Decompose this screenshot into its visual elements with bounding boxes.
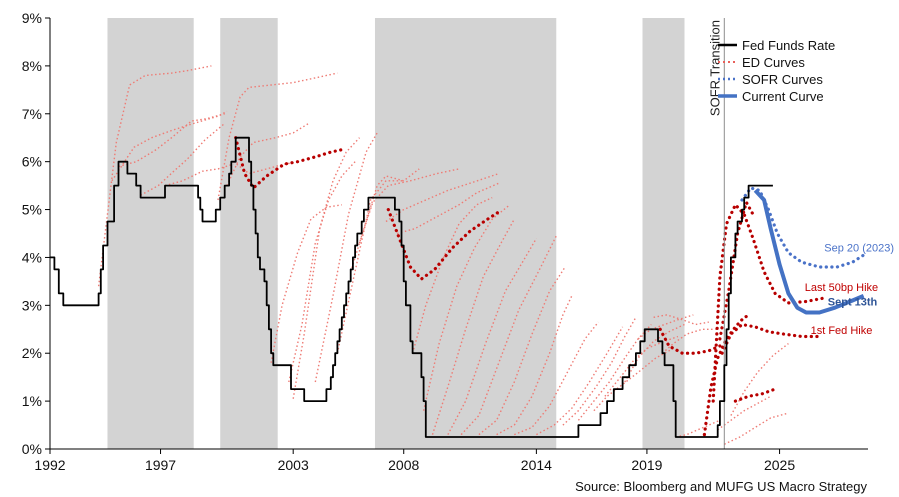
y-tick-label: 0% bbox=[22, 441, 42, 457]
legend: Fed Funds Rate ED Curves SOFR Curves Cur… bbox=[718, 38, 835, 104]
ed-curves bbox=[97, 65, 789, 445]
series-highlight-3 bbox=[658, 327, 722, 355]
current-curve bbox=[753, 189, 865, 315]
y-tick-label: 3% bbox=[22, 297, 42, 313]
series-sofr-1 bbox=[740, 186, 866, 269]
y-tick-label: 6% bbox=[22, 154, 42, 170]
sofr-curves bbox=[740, 186, 866, 269]
series-ed-11 bbox=[292, 137, 361, 399]
annotations: Sep 20 (2023) Last 50bp Hike Sept 13th 1st … bbox=[805, 243, 894, 337]
series-highlight-5 bbox=[720, 322, 821, 355]
y-tick-label: 5% bbox=[22, 202, 42, 218]
annotation-1: Sep 20 (2023) bbox=[824, 243, 894, 255]
y-tick-label: 7% bbox=[22, 106, 42, 122]
series-ed-10 bbox=[288, 161, 356, 383]
legend-label-sofr-curves: SOFR Curves bbox=[742, 72, 823, 87]
series-ed-13 bbox=[336, 180, 404, 354]
x-tick-label: 1997 bbox=[145, 457, 176, 473]
series-ed-22 bbox=[460, 235, 557, 436]
series-ed-33 bbox=[653, 314, 709, 326]
series-ed-24 bbox=[496, 295, 573, 436]
series-ed-27 bbox=[562, 316, 637, 426]
recession-shading bbox=[107, 18, 685, 449]
series-ed-29 bbox=[593, 347, 674, 412]
y-tick-label: 1% bbox=[22, 393, 42, 409]
series-highlight-6 bbox=[711, 203, 826, 403]
series-ed-19 bbox=[422, 204, 511, 411]
legend-label-fed-funds: Fed Funds Rate bbox=[742, 38, 835, 53]
series-highlight-1 bbox=[234, 136, 344, 190]
series-ed-36 bbox=[717, 395, 772, 431]
recession-band-2 bbox=[220, 18, 278, 449]
series-ed-3 bbox=[118, 113, 225, 168]
series-fed-funds-1 bbox=[50, 136, 773, 438]
legend-label-current-curve: Current Curve bbox=[742, 89, 824, 104]
series-highlight-7 bbox=[733, 387, 777, 403]
x-tick-label: 1992 bbox=[34, 457, 65, 473]
y-tick-label: 9% bbox=[22, 10, 42, 26]
x-tick-label: 2014 bbox=[521, 457, 552, 473]
series-ed-15 bbox=[358, 168, 460, 244]
series-ed-18 bbox=[411, 196, 493, 354]
fed-funds-line bbox=[50, 136, 773, 438]
x-tick-label: 2019 bbox=[631, 457, 662, 473]
series-ed-4 bbox=[140, 122, 226, 196]
legend-label-ed-curves: ED Curves bbox=[742, 55, 805, 70]
series-ed-28 bbox=[577, 324, 652, 421]
series-current-1 bbox=[753, 189, 865, 315]
recession-band-3 bbox=[374, 18, 557, 449]
series-ed-14 bbox=[350, 168, 420, 273]
annotation-3: Sept 13th bbox=[828, 296, 878, 308]
x-tick-label: 2003 bbox=[278, 457, 309, 473]
annotation-4: 1st Fed Hike bbox=[811, 325, 873, 337]
axes: 0% 1% 2% 3% 4% 5% 6% 7% 8% 9% 1992 1997 2003 2008 2014… bbox=[22, 10, 868, 473]
series-ed-26 bbox=[536, 326, 624, 436]
y-tick-label: 8% bbox=[22, 58, 42, 74]
annotation-2: Last 50bp Hike bbox=[805, 282, 878, 294]
recession-band-4 bbox=[642, 18, 685, 449]
series-highlight-4 bbox=[702, 313, 753, 437]
sofr-transition-label: SOFR Transition bbox=[707, 20, 722, 116]
series-ed-1 bbox=[97, 65, 212, 287]
series-ed-38 bbox=[730, 343, 789, 416]
series-ed-17 bbox=[396, 182, 500, 235]
series-ed-2 bbox=[111, 110, 228, 182]
y-tick-label: 2% bbox=[22, 345, 42, 361]
sofr-transition-marker: SOFR Transition bbox=[707, 18, 725, 449]
y-tick-label: 4% bbox=[22, 249, 42, 265]
x-tick-label: 2025 bbox=[764, 457, 795, 473]
series-highlight-2 bbox=[386, 208, 501, 281]
series-ed-9 bbox=[270, 204, 342, 363]
series-ed-30 bbox=[604, 335, 679, 397]
chart-source: Source: Bloomberg and MUFG US Macro Stra… bbox=[575, 479, 867, 494]
recession-band-1 bbox=[107, 18, 194, 449]
series-ed-16 bbox=[385, 172, 500, 223]
x-tick-label: 2008 bbox=[388, 457, 419, 473]
series-highlight-8 bbox=[718, 200, 755, 341]
series-ed-20 bbox=[431, 218, 515, 435]
